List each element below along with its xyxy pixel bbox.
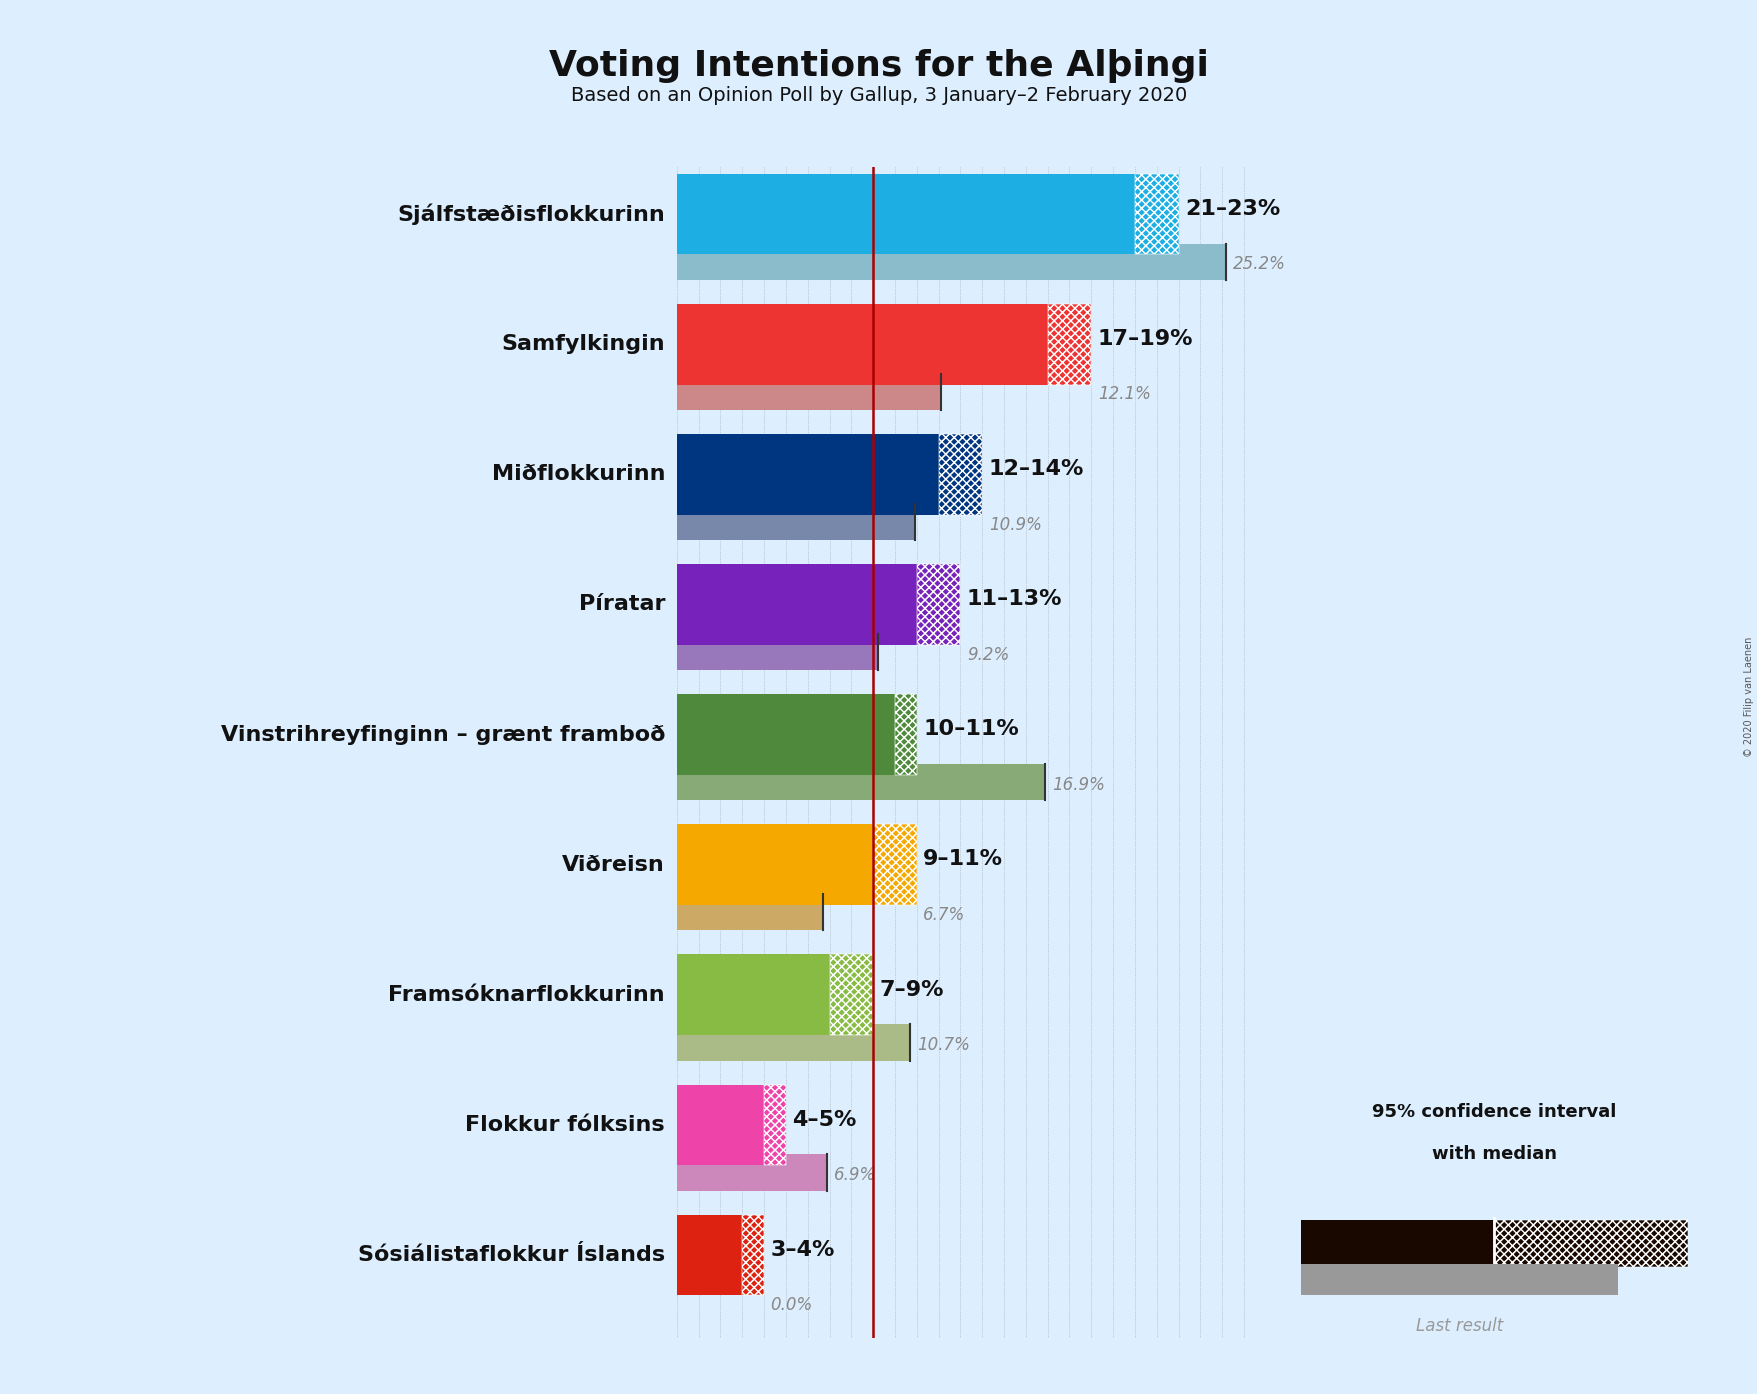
Bar xyxy=(829,955,873,1036)
Text: 9–11%: 9–11% xyxy=(922,849,1003,870)
Bar xyxy=(764,1085,785,1165)
Text: 12.1%: 12.1% xyxy=(1096,386,1151,403)
Bar xyxy=(894,694,915,775)
Bar xyxy=(1135,174,1177,255)
Bar xyxy=(1047,304,1091,385)
Bar xyxy=(676,565,915,645)
Bar xyxy=(873,824,915,905)
Bar xyxy=(1493,1220,1687,1267)
Text: 6.7%: 6.7% xyxy=(922,906,965,924)
Text: 11–13%: 11–13% xyxy=(966,590,1061,609)
Bar xyxy=(915,565,959,645)
Bar xyxy=(938,434,982,514)
Bar xyxy=(1047,304,1091,385)
Text: 7–9%: 7–9% xyxy=(878,980,944,999)
Text: 9.2%: 9.2% xyxy=(966,645,1009,664)
Text: Viðreisn: Viðreisn xyxy=(562,855,664,874)
Bar xyxy=(676,894,822,930)
Bar xyxy=(676,1154,828,1190)
Text: 95% confidence interval: 95% confidence interval xyxy=(1370,1103,1616,1121)
Text: Samfylkingin: Samfylkingin xyxy=(501,335,664,354)
Bar xyxy=(1135,174,1177,255)
Text: 4–5%: 4–5% xyxy=(792,1110,856,1129)
Text: 6.9%: 6.9% xyxy=(833,1167,875,1184)
Text: 10.9%: 10.9% xyxy=(987,516,1042,534)
Bar xyxy=(938,434,982,514)
Bar xyxy=(676,374,940,410)
Bar xyxy=(676,244,1226,280)
Text: Based on an Opinion Poll by Gallup, 3 January–2 February 2020: Based on an Opinion Poll by Gallup, 3 Ja… xyxy=(571,86,1186,106)
Text: 25.2%: 25.2% xyxy=(1232,255,1284,273)
Text: 3–4%: 3–4% xyxy=(770,1239,835,1260)
Bar xyxy=(676,694,894,775)
Text: Sósiálistaflokkur Íslands: Sósiálistaflokkur Íslands xyxy=(358,1245,664,1264)
Text: Píratar: Píratar xyxy=(578,594,664,615)
Bar xyxy=(1493,1220,1687,1267)
Text: 10.7%: 10.7% xyxy=(915,1036,970,1054)
Text: 12–14%: 12–14% xyxy=(987,459,1084,480)
Bar xyxy=(873,824,915,905)
Text: 10–11%: 10–11% xyxy=(922,719,1019,739)
Text: Miðflokkurinn: Miðflokkurinn xyxy=(492,464,664,484)
Bar xyxy=(894,694,915,775)
Text: 16.9%: 16.9% xyxy=(1051,776,1103,793)
Bar xyxy=(676,1214,741,1295)
Bar xyxy=(915,565,959,645)
Bar xyxy=(894,694,915,775)
Bar xyxy=(676,434,938,514)
Bar xyxy=(764,1085,785,1165)
Bar xyxy=(676,1025,910,1061)
Bar xyxy=(741,1214,764,1295)
Bar xyxy=(915,565,959,645)
Bar xyxy=(676,503,914,539)
Bar xyxy=(1300,1220,1493,1267)
Bar xyxy=(938,434,982,514)
Text: © 2020 Filip van Laenen: © 2020 Filip van Laenen xyxy=(1743,637,1753,757)
Text: Last result: Last result xyxy=(1414,1317,1502,1335)
Text: Vinstrihreyfinginn – grænt framboð: Vinstrihreyfinginn – grænt framboð xyxy=(220,725,664,744)
Bar xyxy=(676,304,1047,385)
Bar xyxy=(1135,174,1177,255)
Bar xyxy=(676,764,1045,800)
Bar xyxy=(1047,304,1091,385)
Bar xyxy=(829,955,873,1036)
Text: Flokkur fólksins: Flokkur fólksins xyxy=(466,1115,664,1135)
Text: 21–23%: 21–23% xyxy=(1184,199,1279,219)
Bar xyxy=(676,174,1135,255)
Text: Sjálfstæðisflokkurinn: Sjálfstæðisflokkurinn xyxy=(397,204,664,224)
Text: Framsóknarflokkurinn: Framsóknarflokkurinn xyxy=(388,984,664,1005)
Text: 17–19%: 17–19% xyxy=(1096,329,1193,348)
Bar xyxy=(676,955,829,1036)
Bar xyxy=(764,1085,785,1165)
Bar xyxy=(741,1214,764,1295)
Text: with median: with median xyxy=(1430,1144,1557,1163)
Bar xyxy=(829,955,873,1036)
Bar xyxy=(676,1085,764,1165)
Text: Voting Intentions for the Alþingi: Voting Intentions for the Alþingi xyxy=(548,49,1209,82)
Bar xyxy=(676,634,877,671)
Bar xyxy=(873,824,915,905)
Bar xyxy=(676,824,873,905)
Bar xyxy=(741,1214,764,1295)
Text: 0.0%: 0.0% xyxy=(770,1296,812,1315)
